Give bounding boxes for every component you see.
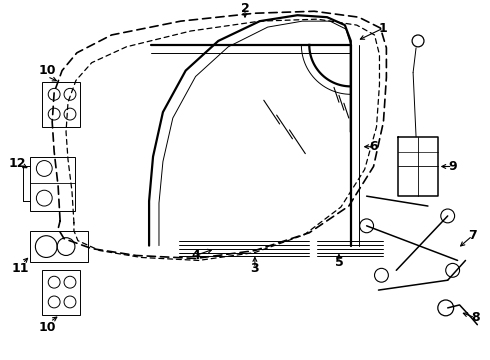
Text: 8: 8: [471, 311, 480, 324]
Text: 12: 12: [9, 157, 26, 170]
Text: 7: 7: [468, 229, 477, 242]
Text: 1: 1: [379, 22, 388, 35]
Bar: [42, 270, 80, 315]
Text: 10: 10: [39, 321, 56, 334]
Text: 9: 9: [448, 160, 457, 173]
Text: 11: 11: [12, 262, 29, 275]
Text: 10: 10: [39, 64, 56, 77]
Text: 2: 2: [241, 2, 249, 15]
Bar: [42, 82, 80, 127]
Text: 6: 6: [369, 140, 378, 153]
Text: 5: 5: [335, 256, 343, 269]
Bar: [30, 231, 88, 262]
Bar: [30, 157, 75, 211]
Text: 4: 4: [191, 249, 200, 262]
Text: 3: 3: [250, 262, 259, 275]
